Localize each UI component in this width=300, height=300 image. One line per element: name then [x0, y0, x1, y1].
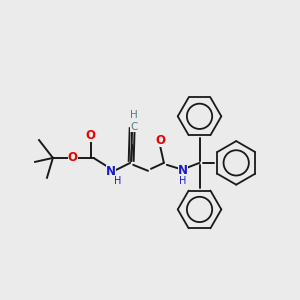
Text: H: H [114, 176, 121, 186]
Text: H: H [179, 176, 186, 186]
Text: O: O [155, 134, 165, 147]
Text: O: O [68, 152, 78, 164]
Text: C: C [130, 122, 138, 132]
Text: O: O [85, 129, 96, 142]
Text: N: N [106, 165, 116, 178]
Text: N: N [178, 164, 188, 177]
Text: H: H [130, 110, 138, 120]
